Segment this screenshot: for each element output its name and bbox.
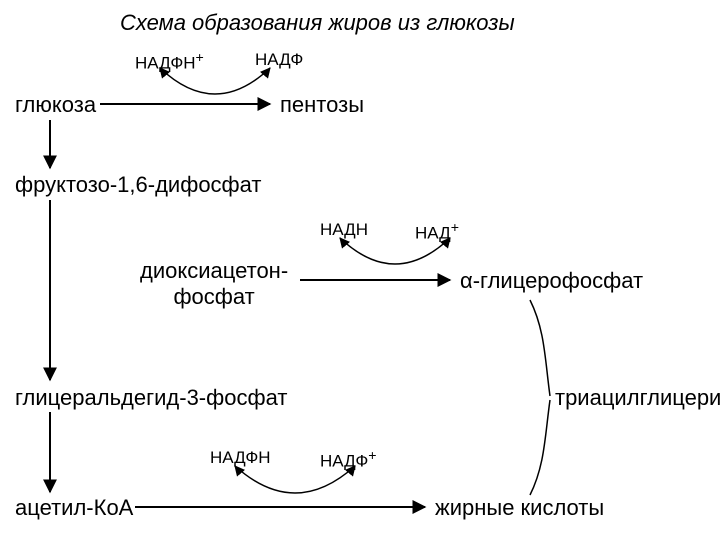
label-nadplus: НАД+ — [415, 220, 459, 244]
diagram-title: Схема образования жиров из глюкозы — [120, 10, 515, 36]
label-nadphplus: НАДФН+ — [135, 50, 204, 74]
node-fa: жирные кислоты — [435, 495, 604, 521]
label-nadfplus: НАДФ+ — [320, 448, 377, 472]
node-fructose: фруктозо-1,6-дифосфат — [15, 172, 261, 198]
node-g3p: глицеральдегид-3-фосфат — [15, 385, 287, 411]
diagram-canvas: Схема образования жиров из глюкозы НАДФН… — [0, 0, 720, 540]
merge-top — [530, 300, 550, 396]
label-nadph: НАДФ — [255, 50, 303, 70]
node-dhap: диоксиацетон- фосфат — [140, 258, 288, 310]
label-nadh: НАДН — [320, 220, 368, 240]
node-glucose: глюкоза — [15, 92, 96, 118]
merge-bottom — [530, 400, 550, 495]
node-pentoses: пентозы — [280, 92, 364, 118]
node-tag: триацилглицерины — [555, 385, 720, 411]
node-acetyl: ацетил-КоА — [15, 495, 133, 521]
node-glycerophosphate: α-глицерофосфат — [460, 268, 643, 294]
label-nadphn: НАДФН — [210, 448, 271, 468]
